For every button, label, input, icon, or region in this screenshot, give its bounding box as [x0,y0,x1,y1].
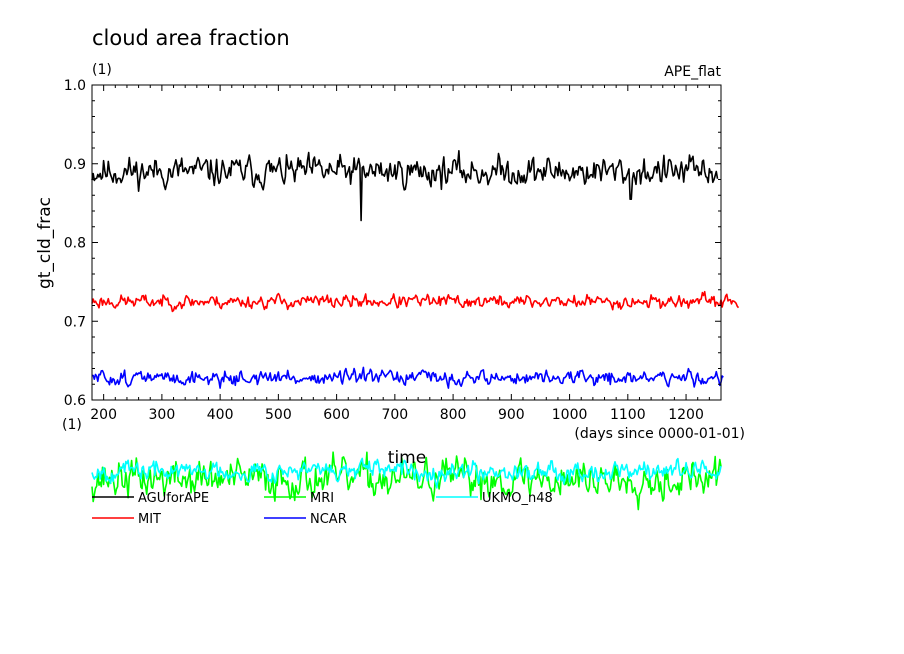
x-tick-label: 600 [323,407,350,423]
x-tick-label: 1000 [552,407,588,423]
x-tick-label: 700 [381,407,408,423]
plot-frame [91,84,722,401]
legend-label: UKMO_n48 [482,491,553,506]
y-axis-label: gt_cld_frac [35,197,55,289]
legend-label: MIT [138,512,161,527]
series-line-UKMO_n48 [91,457,722,489]
x-units: (1) [62,417,82,433]
series-line-NCAR [91,366,724,389]
y-tick-label: 0.9 [64,157,86,173]
x-tick-label: 400 [207,407,234,423]
y-tick-label: 0.7 [64,314,86,330]
x-tick-label: 1100 [610,407,646,423]
x-tick-label: 300 [149,407,176,423]
experiment-label: APE_flat [664,64,721,80]
x-tick-label: 500 [265,407,292,423]
y-tick-label: 0.6 [64,393,86,409]
series-layer [91,150,740,511]
y-units: (1) [92,62,112,78]
legend-label: NCAR [310,512,347,527]
y-tick-label: 1.0 [64,78,86,94]
series-line-MRI [91,451,722,511]
x-axis-units: (days since 0000-01-01) [574,426,745,442]
axis-layer: 200 300 400 500 600 700 800 900 1000 1100 1200 0.6 0… [64,78,722,423]
y-tick-label: 0.8 [64,236,86,252]
legend-label: AGUforAPE [138,491,209,506]
x-tick-label: 200 [90,407,117,423]
x-tick-label: 900 [498,407,525,423]
x-tick-label: 800 [440,407,467,423]
legend: AGUforAPE MIT MRI NCAR UKMO_n48 [92,491,553,527]
legend-label: MRI [310,491,334,506]
chart-title: cloud area fraction [92,26,290,50]
x-axis-label: time [388,448,426,468]
series-line-AGUforAPE [91,150,719,222]
series-line-MIT [91,290,740,313]
x-tick-label: 1200 [668,407,704,423]
